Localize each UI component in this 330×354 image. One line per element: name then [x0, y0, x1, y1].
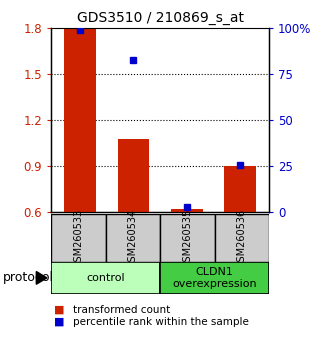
Title: GDS3510 / 210869_s_at: GDS3510 / 210869_s_at: [77, 11, 244, 24]
Text: percentile rank within the sample: percentile rank within the sample: [73, 317, 248, 327]
Bar: [160, 214, 214, 262]
Text: GSM260534: GSM260534: [128, 209, 138, 268]
Bar: [51, 262, 160, 294]
Text: GSM260536: GSM260536: [237, 209, 247, 268]
Bar: [171, 209, 203, 212]
Bar: [106, 214, 160, 262]
Text: ■: ■: [54, 305, 65, 315]
Bar: [214, 214, 269, 262]
Text: control: control: [86, 273, 125, 283]
Text: ■: ■: [54, 317, 65, 327]
Bar: [224, 166, 256, 212]
Text: GSM260535: GSM260535: [182, 209, 192, 268]
Bar: [117, 139, 149, 212]
Bar: [51, 214, 106, 262]
Text: CLDN1
overexpression: CLDN1 overexpression: [172, 267, 257, 289]
Text: transformed count: transformed count: [73, 305, 170, 315]
Bar: [160, 262, 269, 294]
Bar: [64, 29, 96, 212]
Text: protocol: protocol: [3, 272, 54, 284]
Text: GSM260533: GSM260533: [73, 209, 83, 268]
